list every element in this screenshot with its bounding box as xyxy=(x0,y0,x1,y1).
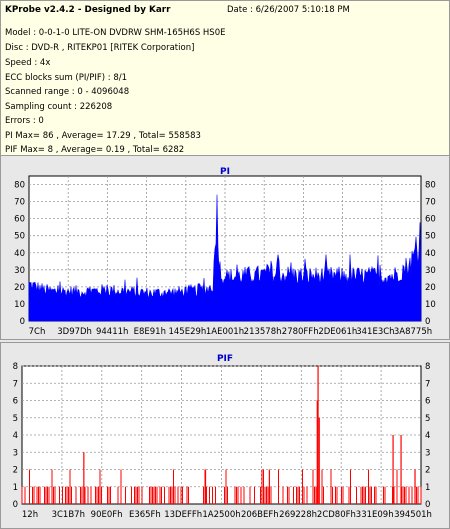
pi-ytick-left: 80 xyxy=(14,181,25,191)
pif-xtick-label: 331E09h xyxy=(356,510,394,520)
pi-xtick-label: 3A8775h xyxy=(394,327,432,337)
pi-ytick-right: 60 xyxy=(425,215,436,225)
pif-series xyxy=(21,469,422,504)
pi-xtick-label: 7Ch xyxy=(29,327,46,337)
pif-ytick-left: 3 xyxy=(13,448,18,458)
pif-ytick-right: 2 xyxy=(425,466,430,476)
pif-ytick-right: 1 xyxy=(425,483,430,493)
pi-xtick-label: 2780FFh xyxy=(282,327,319,337)
pif-xtick-label: 3C1B7h xyxy=(52,510,85,520)
pi-stats-line: PI Max= 86 , Average= 17.29 , Total= 558… xyxy=(5,131,201,141)
pif-ytick-left: 1 xyxy=(13,483,18,493)
pi-title: PI xyxy=(220,167,230,177)
pif-ytick-right: 0 xyxy=(425,500,430,510)
pi-ytick-left: 40 xyxy=(14,249,25,259)
pi-ytick-left: 70 xyxy=(14,198,25,208)
pif-xtick-label: E365Fh xyxy=(129,510,161,520)
pi-ytick-right: 80 xyxy=(425,181,436,191)
pif-ytick-left: 7 xyxy=(13,379,18,389)
pi-xtick-label: 1AE001h xyxy=(206,327,244,337)
pi-ytick-right: 10 xyxy=(425,300,436,310)
pi-chart: PI 0 0 10 10 20 20 30 30 40 40 50 50 60 60 70 70 80 80 7Ch 3… xyxy=(0,155,450,340)
pi-xtick-label: E8E91h xyxy=(134,327,166,337)
pif-ytick-left: 0 xyxy=(13,500,18,510)
pif-ytick-right: 6 xyxy=(425,397,430,407)
pi-ytick-right: 40 xyxy=(425,249,436,259)
pif-xtick-label: 2CD80Fh xyxy=(317,510,356,520)
pif-xtick-label: 394501h xyxy=(394,510,432,520)
errors-line: Errors : 0 xyxy=(5,116,44,126)
pif-xtick-label: 269228h xyxy=(279,510,317,520)
pi-ytick-left: 60 xyxy=(14,215,25,225)
pi-xtick-label: 145E29h xyxy=(168,327,206,337)
pif-ytick-right: 7 xyxy=(425,379,430,389)
pif-ytick-right: 8 xyxy=(425,362,430,372)
pif-stats-line: PIF Max= 8 , Average= 0.19 , Total= 6282 xyxy=(5,145,185,155)
sampling-line: Sampling count : 226208 xyxy=(5,102,113,112)
info-panel: KProbe v2.4.2 - Designed by Karr Date : … xyxy=(0,0,450,156)
pif-ytick-right: 5 xyxy=(425,414,430,424)
pi-ytick-right: 30 xyxy=(425,266,436,276)
pi-xtick-label: 94411h xyxy=(96,327,128,337)
pi-xtick-label: 2DE061h xyxy=(318,327,357,337)
pif-xtick-label: 206BEFh xyxy=(241,510,279,520)
pif-ytick-left: 6 xyxy=(13,397,18,407)
pi-ytick-left: 10 xyxy=(14,300,25,310)
pif-ytick-left: 4 xyxy=(13,431,18,441)
pif-chart: PIF 0 0 1 1 2 2 3 3 4 4 5 5 6 6 7 7 8 8 12h 3C1B7h 90E0Fh E365… xyxy=(0,342,450,529)
pif-ytick-left: 2 xyxy=(13,466,18,476)
pi-series-area xyxy=(28,194,422,322)
pif-xtick-label: 13DEFFh xyxy=(164,510,202,520)
app-title: KProbe v2.4.2 - Designed by Karr xyxy=(5,5,171,15)
pif-ytick-right: 3 xyxy=(425,448,430,458)
pi-ytick-right: 50 xyxy=(425,232,436,242)
pi-ytick-left: 30 xyxy=(14,266,25,276)
pif-title: PIF xyxy=(217,354,233,364)
pif-xtick-label: 1A2500h xyxy=(202,510,240,520)
pif-xtick-label: 12h xyxy=(22,510,38,520)
pi-ytick-right: 20 xyxy=(425,283,436,293)
pi-ytick-left: 50 xyxy=(14,232,25,242)
pi-xtick-label: 213578h xyxy=(244,327,282,337)
pi-ytick-left: 0 xyxy=(20,317,25,327)
ecc-line: ECC blocks sum (PI/PIF) : 8/1 xyxy=(5,73,128,83)
pi-xtick-label: 341E3Ch xyxy=(356,327,394,337)
pif-xtick-label: 90E0Fh xyxy=(91,510,123,520)
pi-ytick-right: 0 xyxy=(425,317,430,327)
range-line: Scanned range : 0 - 4096048 xyxy=(5,87,130,97)
disc-line: Disc : DVD-R , RITEKP01 [RITEK Corporati… xyxy=(5,43,195,53)
pif-ytick-right: 4 xyxy=(425,431,430,441)
pi-ytick-left: 20 xyxy=(14,283,25,293)
pif-ytick-left: 5 xyxy=(13,414,18,424)
scan-date: Date : 6/26/2007 5:10:18 PM xyxy=(227,5,350,15)
speed-line: Speed : 4x xyxy=(5,58,51,68)
pi-ytick-right: 70 xyxy=(425,198,436,208)
pif-ytick-left: 8 xyxy=(13,362,18,372)
pi-xtick-label: 3D97Dh xyxy=(57,327,92,337)
model-line: Model : 0-0-1-0 LITE-ON DVDRW SHM-165H6S… xyxy=(5,28,226,38)
